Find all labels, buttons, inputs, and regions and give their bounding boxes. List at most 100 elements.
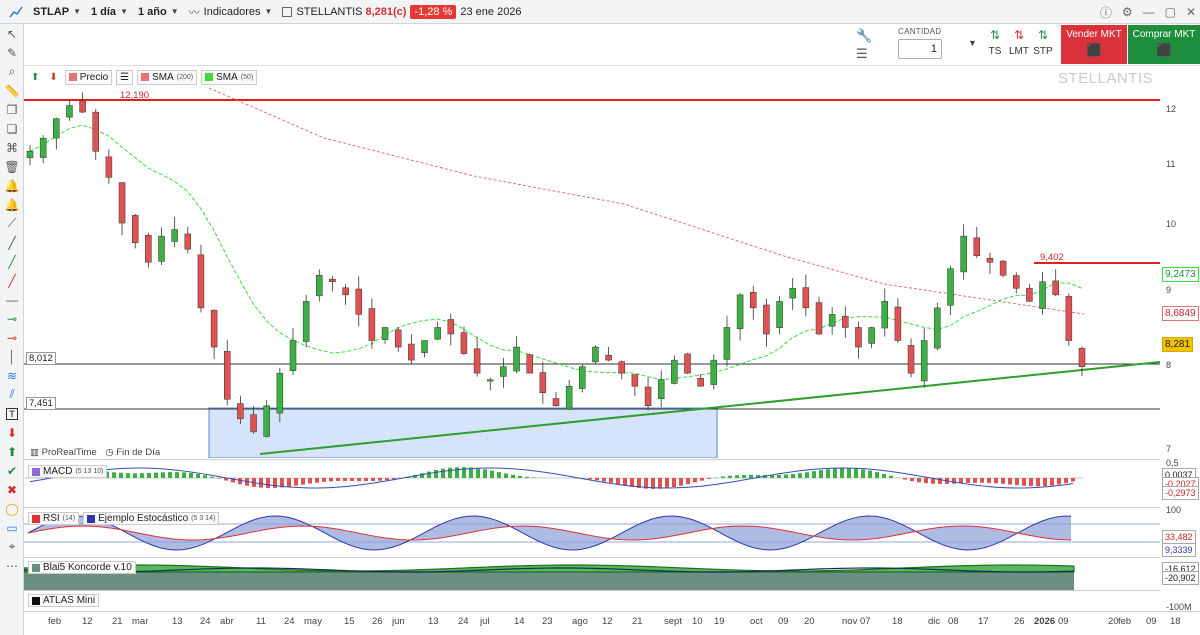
arrow-up-icon[interactable]: ⬆ bbox=[6, 444, 18, 459]
list-icon[interactable]: ☰ bbox=[116, 69, 134, 85]
alarm-icon[interactable]: 🔔 bbox=[4, 178, 20, 193]
minimize-icon[interactable]: — bbox=[1142, 5, 1155, 19]
candle-body bbox=[210, 310, 218, 348]
ray-red-icon[interactable]: ⊸ bbox=[6, 330, 18, 345]
indicators-button[interactable]: 〰 Indicadores ▼ bbox=[184, 0, 278, 24]
arrow-down-icon[interactable]: ⬇ bbox=[49, 71, 58, 83]
ellipse-icon[interactable]: ◯ bbox=[5, 501, 19, 516]
symbol-selector[interactable]: STLAP ▼ bbox=[28, 0, 86, 24]
x-tick: sept bbox=[664, 616, 682, 627]
macd-bar bbox=[602, 478, 606, 482]
ruler-icon[interactable]: 📏 bbox=[4, 83, 20, 98]
atlas-label[interactable]: ATLAS Mini bbox=[28, 594, 100, 607]
chart-icon[interactable] bbox=[4, 0, 28, 24]
macd-bar bbox=[357, 478, 361, 482]
cursor-settings-icon[interactable]: ⌖ bbox=[8, 539, 16, 553]
list-icon[interactable]: ☰ bbox=[856, 46, 868, 61]
close-icon[interactable]: ✕ bbox=[1185, 5, 1196, 19]
arrow-down-icon[interactable]: ⬇ bbox=[6, 425, 18, 440]
macd-bar bbox=[238, 478, 242, 485]
koncorde-panel[interactable] bbox=[23, 557, 1160, 591]
atlas-tick: -100M bbox=[1166, 602, 1192, 612]
red-line-icon[interactable]: ╱ bbox=[8, 273, 16, 288]
x-tick: 12 bbox=[82, 616, 93, 627]
macd-bar bbox=[413, 475, 417, 478]
wrench-icon[interactable]: 🔧 bbox=[856, 28, 873, 43]
koncorde-name: Blai5 Koncorde v.10 bbox=[43, 562, 132, 573]
lmt-order-button[interactable]: ⇅ LMT bbox=[1006, 28, 1032, 57]
atlas-panel[interactable] bbox=[24, 590, 1160, 611]
gear-icon[interactable]: ⚙ bbox=[1121, 5, 1133, 19]
candle-body bbox=[710, 359, 718, 385]
magnet-icon[interactable]: ⌘ bbox=[6, 140, 18, 155]
candle-body bbox=[500, 366, 507, 377]
stoch-value: 9,3339 bbox=[1162, 543, 1196, 557]
macd-bar bbox=[420, 473, 424, 478]
channel-icon[interactable]: ⫽ bbox=[9, 387, 15, 401]
paste-icon[interactable]: ❏ bbox=[6, 121, 18, 136]
line-icon[interactable]: ╱ bbox=[8, 235, 16, 250]
maximize-icon[interactable]: ▢ bbox=[1164, 5, 1176, 19]
macd-bar bbox=[644, 478, 648, 489]
buy-market-button[interactable]: Comprar MKT ⬛ bbox=[1128, 25, 1200, 64]
quantity-input[interactable]: 1 bbox=[898, 39, 942, 59]
interval-selector[interactable]: 1 día ▼ bbox=[86, 0, 133, 24]
legend-sma50-param: (50) bbox=[240, 73, 254, 81]
pencil-icon[interactable]: ✎ bbox=[6, 45, 18, 60]
vertical-line-icon[interactable]: │ bbox=[8, 349, 16, 364]
legend-price[interactable]: Precio bbox=[64, 69, 113, 85]
alarm-list-icon[interactable]: 🔔 bbox=[4, 197, 20, 212]
period-selector[interactable]: 1 año ▼ bbox=[133, 0, 184, 24]
ts-order-button[interactable]: ⇅ TS bbox=[982, 28, 1008, 57]
macd-panel[interactable] bbox=[24, 459, 1160, 507]
koncorde-value-2: -20,902 bbox=[1162, 571, 1199, 585]
instrument-name: STELLANTIS bbox=[296, 5, 363, 18]
candle-body bbox=[263, 405, 270, 437]
arrow-up-icon[interactable]: ⬆ bbox=[31, 71, 40, 83]
price-chart[interactable] bbox=[24, 86, 1160, 458]
green-line-icon[interactable]: ╱ bbox=[8, 254, 16, 269]
candle-body bbox=[920, 340, 928, 382]
legend-sma200[interactable]: SMA (200) bbox=[137, 69, 198, 85]
macd-bar bbox=[693, 478, 697, 483]
y-tick: 10 bbox=[1166, 219, 1177, 229]
cross-icon[interactable]: ✖ bbox=[6, 482, 18, 497]
sell-market-button[interactable]: Vender MKT ⬛ bbox=[1061, 25, 1127, 64]
copy-icon[interactable]: ❐ bbox=[6, 102, 18, 117]
cursor-icon[interactable]: ↖ bbox=[6, 26, 18, 41]
x-tick: 20 bbox=[1108, 616, 1119, 627]
zoom-icon[interactable]: ⌕ bbox=[8, 64, 16, 78]
macd-label[interactable]: MACD (5 13 10) bbox=[28, 465, 108, 478]
text-icon[interactable]: T bbox=[0, 404, 24, 423]
x-tick: dic bbox=[928, 616, 941, 627]
legend-sma50[interactable]: SMA (50) bbox=[201, 69, 258, 85]
fibonacci-icon[interactable]: ≋ bbox=[6, 368, 18, 383]
trash-icon[interactable]: 🗑 bbox=[4, 159, 20, 174]
candle-body bbox=[605, 354, 612, 361]
x-tick: 10 bbox=[692, 616, 703, 627]
koncorde-swatch-icon bbox=[32, 563, 40, 572]
rectangle-icon[interactable]: ▭ bbox=[6, 520, 18, 535]
koncorde-label[interactable]: Blai5 Koncorde v.10 bbox=[28, 561, 136, 574]
rsi-label[interactable]: RSI (14) Ejemplo Estocástico (5 3 14) bbox=[28, 512, 220, 525]
macd-bar bbox=[770, 475, 774, 478]
candle-body bbox=[53, 118, 60, 139]
rsi-tick: 100 bbox=[1166, 505, 1182, 515]
rsi-panel[interactable] bbox=[24, 507, 1160, 557]
more-tools-icon[interactable]: ⋯ bbox=[6, 558, 18, 573]
stp-order-button[interactable]: ⇅ STP bbox=[1030, 28, 1056, 57]
sell-icon: ⬛ bbox=[1086, 43, 1102, 57]
ray-icon[interactable]: ⊸ bbox=[6, 311, 18, 326]
segment-icon[interactable]: ⟋ bbox=[7, 216, 17, 230]
x-tick: mar bbox=[132, 616, 149, 627]
chevron-down-icon[interactable]: ▼ bbox=[968, 38, 977, 48]
indicators-icon: 〰 bbox=[188, 6, 200, 19]
horizontal-line-icon[interactable]: — bbox=[6, 292, 18, 307]
macd-bar bbox=[385, 478, 389, 481]
info-icon[interactable]: ⓘ bbox=[1099, 5, 1112, 20]
macd-bar bbox=[875, 472, 879, 478]
check-icon[interactable]: ✔ bbox=[6, 463, 18, 478]
macd-bar bbox=[378, 478, 382, 481]
lmt-label: LMT bbox=[1009, 46, 1029, 57]
candle-body bbox=[907, 345, 915, 374]
